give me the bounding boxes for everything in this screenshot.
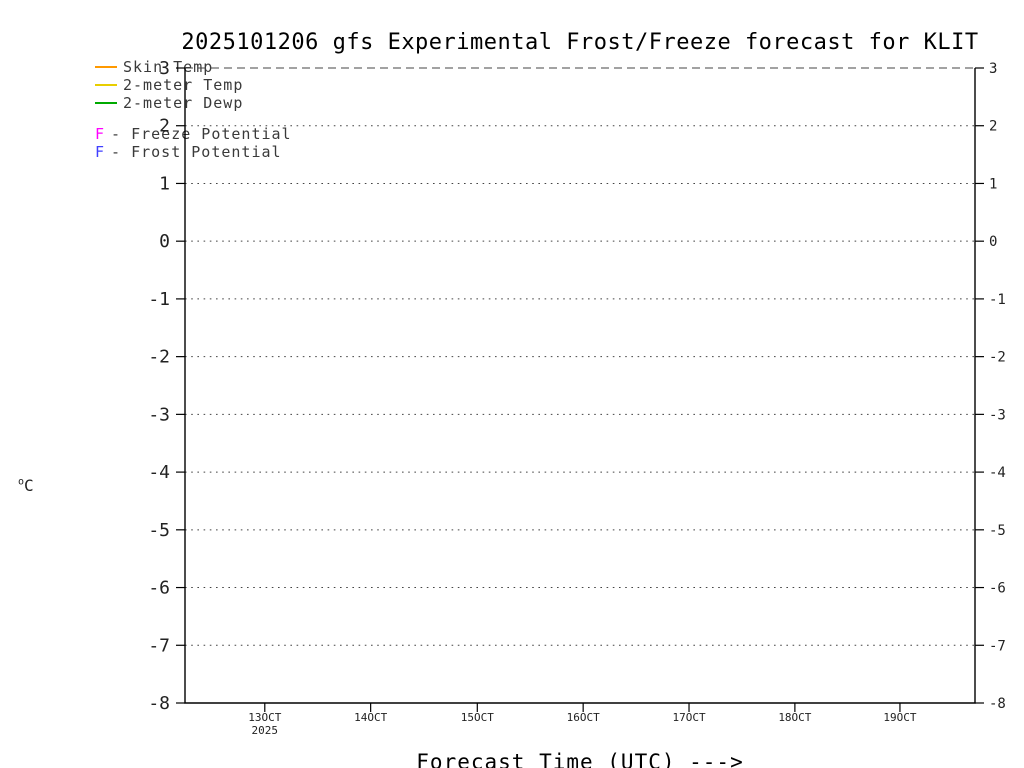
svg-text:1: 1 bbox=[159, 173, 170, 194]
legend-item-2m-temp: 2-meter Temp bbox=[95, 76, 292, 94]
svg-text:-6: -6 bbox=[989, 581, 1006, 597]
svg-text:2: 2 bbox=[159, 116, 170, 137]
svg-text:3: 3 bbox=[159, 58, 170, 79]
svg-text:16OCT: 16OCT bbox=[567, 711, 600, 724]
legend-label: - Freeze Potential bbox=[111, 125, 292, 143]
legend-label: 2-meter Dewp bbox=[123, 94, 244, 112]
svg-text:-4: -4 bbox=[148, 462, 170, 483]
svg-text:0: 0 bbox=[159, 231, 170, 252]
svg-text:-6: -6 bbox=[148, 578, 170, 599]
svg-text:19OCT: 19OCT bbox=[883, 711, 916, 724]
freeze-potential-marker: F bbox=[95, 125, 106, 143]
svg-text:-8: -8 bbox=[148, 693, 170, 714]
svg-text:-7: -7 bbox=[148, 635, 170, 656]
legend-label: Skin Temp bbox=[123, 58, 214, 76]
svg-text:-2: -2 bbox=[148, 347, 170, 368]
svg-text:-1: -1 bbox=[989, 292, 1006, 308]
svg-text:-7: -7 bbox=[989, 638, 1006, 654]
frost-potential-marker: F bbox=[95, 143, 106, 161]
legend-label: 2-meter Temp bbox=[123, 76, 244, 94]
svg-text:15OCT: 15OCT bbox=[461, 711, 494, 724]
x-axis-title: Forecast Time (UTC) ---> bbox=[416, 750, 744, 768]
svg-text:-8: -8 bbox=[989, 696, 1006, 712]
2m-dewp-line-swatch bbox=[95, 102, 117, 104]
svg-text:-2: -2 bbox=[989, 350, 1006, 366]
svg-text:1: 1 bbox=[989, 176, 997, 192]
svg-text:14OCT: 14OCT bbox=[354, 711, 387, 724]
svg-text:18OCT: 18OCT bbox=[778, 711, 811, 724]
svg-text:17OCT: 17OCT bbox=[672, 711, 705, 724]
legend-item-frost-potential: F - Frost Potential bbox=[95, 143, 292, 161]
svg-text:-3: -3 bbox=[148, 404, 170, 425]
y-axis-unit: oC bbox=[18, 476, 34, 495]
legend-item-2m-dewp: 2-meter Dewp bbox=[95, 94, 292, 112]
svg-text:-1: -1 bbox=[148, 289, 170, 310]
legend-item-freeze-potential: F - Freeze Potential bbox=[95, 125, 292, 143]
svg-text:-5: -5 bbox=[148, 520, 170, 541]
svg-text:2: 2 bbox=[989, 119, 997, 135]
svg-text:0: 0 bbox=[989, 234, 997, 250]
y-axis-unit-sup: o bbox=[18, 476, 25, 488]
y-axis-unit-main: C bbox=[24, 476, 34, 495]
legend-label: - Frost Potential bbox=[111, 143, 282, 161]
legend-item-skin-temp: Skin Temp bbox=[95, 58, 292, 76]
svg-text:-3: -3 bbox=[989, 407, 1006, 423]
svg-text:3: 3 bbox=[989, 61, 997, 77]
svg-text:13OCT: 13OCT bbox=[248, 711, 281, 724]
2m-temp-line-swatch bbox=[95, 84, 117, 86]
svg-text:-5: -5 bbox=[989, 523, 1006, 539]
svg-text:2025: 2025 bbox=[252, 724, 279, 737]
skin-temp-line-swatch bbox=[95, 66, 117, 68]
svg-text:-4: -4 bbox=[989, 465, 1006, 481]
legend: Skin Temp 2-meter Temp 2-meter Dewp F - … bbox=[95, 58, 292, 161]
chart-title: 2025101206 gfs Experimental Frost/Freeze… bbox=[181, 30, 979, 55]
